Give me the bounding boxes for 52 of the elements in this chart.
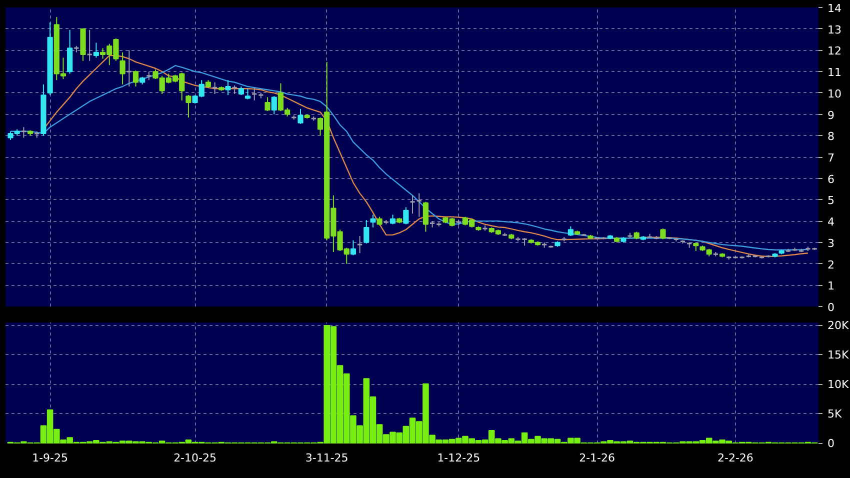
y-tick-label: 14 [828,2,842,15]
y-tick-label: 5 [828,194,834,208]
y-tick-label: 12 [828,44,842,58]
candlestick [186,94,192,118]
x-tick-label: 2-1-26 [579,452,616,464]
candlestick [264,96,270,112]
candlestick [416,192,422,218]
candlestick [364,220,370,244]
y-tick-label: 0 [828,301,834,314]
candlestick [357,236,362,254]
y-tick-label: 10K [828,378,850,391]
candlestick [212,82,218,94]
candlestick [660,228,666,240]
candlestick [21,126,26,138]
candlestick [244,88,251,100]
candlestick [87,29,92,62]
candlestick [422,201,429,232]
x-tick-label: 2-10-25 [174,452,217,464]
candlestick [126,50,132,88]
candlestick [271,96,277,115]
candlestick [252,87,257,101]
y-tick-label: 8 [828,130,834,144]
candlestick [298,108,304,124]
candlestick [132,70,139,88]
candlestick [67,29,73,74]
y-tick-label: 3 [828,236,834,250]
y-tick-label: 4 [828,216,834,229]
x-tick-label: 3-11-25 [305,452,348,464]
y-tick-label: 10 [828,87,842,100]
candlestick [568,226,574,237]
y-tick-label: 11 [828,66,842,80]
y-tick-label: 13 [828,23,842,36]
y-tick-label: 6 [828,172,834,186]
y-tick-label: 7 [828,152,834,164]
candlestick [390,214,396,225]
y-tick-label: 0 [828,437,834,450]
candlestick [350,240,356,256]
candlestick [225,80,231,96]
y-tick-label: 9 [828,108,834,122]
y-tick-label: 20K [828,318,850,332]
candlestick [370,214,376,228]
x-tick-label: 1-12-25 [437,452,480,464]
candlestick [93,42,99,58]
y-tick-label: 2 [828,258,834,272]
y-tick-label: 5K [828,407,842,420]
candlestick [410,194,415,214]
y-tick-label: 15K [828,348,850,362]
x-tick-label: 2-2-26 [717,452,754,464]
candlestick [403,206,409,225]
candlestick [120,52,126,85]
x-tick-label: 1-9-25 [32,452,68,464]
y-tick-label: 1 [828,280,834,293]
